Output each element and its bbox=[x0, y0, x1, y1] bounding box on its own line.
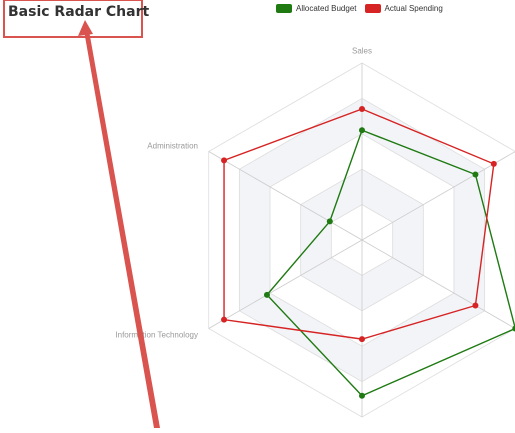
radar-spoke-1 bbox=[361, 151, 515, 241]
series-point-0-3 bbox=[359, 392, 365, 399]
series-point-1-4 bbox=[221, 316, 228, 323]
annotation-arrow-shaft bbox=[83, 25, 160, 428]
series-point-1-5 bbox=[221, 157, 228, 164]
series-point-1-2 bbox=[472, 302, 479, 309]
series-point-0-5 bbox=[326, 218, 333, 225]
series-point-0-4 bbox=[263, 291, 270, 298]
series-point-0-2 bbox=[512, 325, 515, 332]
legend-item-allocated-budget[interactable]: Allocated Budget bbox=[276, 4, 357, 13]
legend-label-actual-spending: Actual Spending bbox=[384, 4, 443, 13]
legend-swatch-allocated-budget bbox=[276, 4, 292, 13]
legend-label-allocated-budget: Allocated Budget bbox=[296, 4, 357, 13]
annotation-box bbox=[3, 0, 143, 38]
indicator-label-5: Administration bbox=[147, 141, 198, 150]
series-point-0-0 bbox=[359, 127, 365, 134]
radar-spoke-2 bbox=[361, 239, 515, 329]
chart-legend: Allocated Budget Actual Spending bbox=[276, 4, 443, 13]
indicator-label-0: Sales bbox=[352, 47, 372, 56]
indicator-label-4: Information Technology bbox=[115, 331, 198, 340]
chart-title: Basic Radar Chart bbox=[8, 4, 150, 20]
annotation-arrow-head bbox=[78, 20, 93, 36]
legend-item-actual-spending[interactable]: Actual Spending bbox=[364, 4, 443, 13]
legend-swatch-actual-spending bbox=[364, 4, 381, 13]
series-point-1-3 bbox=[359, 336, 365, 343]
series-point-1-0 bbox=[359, 106, 365, 113]
series-point-0-1 bbox=[472, 171, 479, 178]
series-point-1-1 bbox=[490, 160, 497, 167]
radar-spoke-5 bbox=[208, 151, 363, 241]
radar-spoke-4 bbox=[208, 239, 363, 329]
